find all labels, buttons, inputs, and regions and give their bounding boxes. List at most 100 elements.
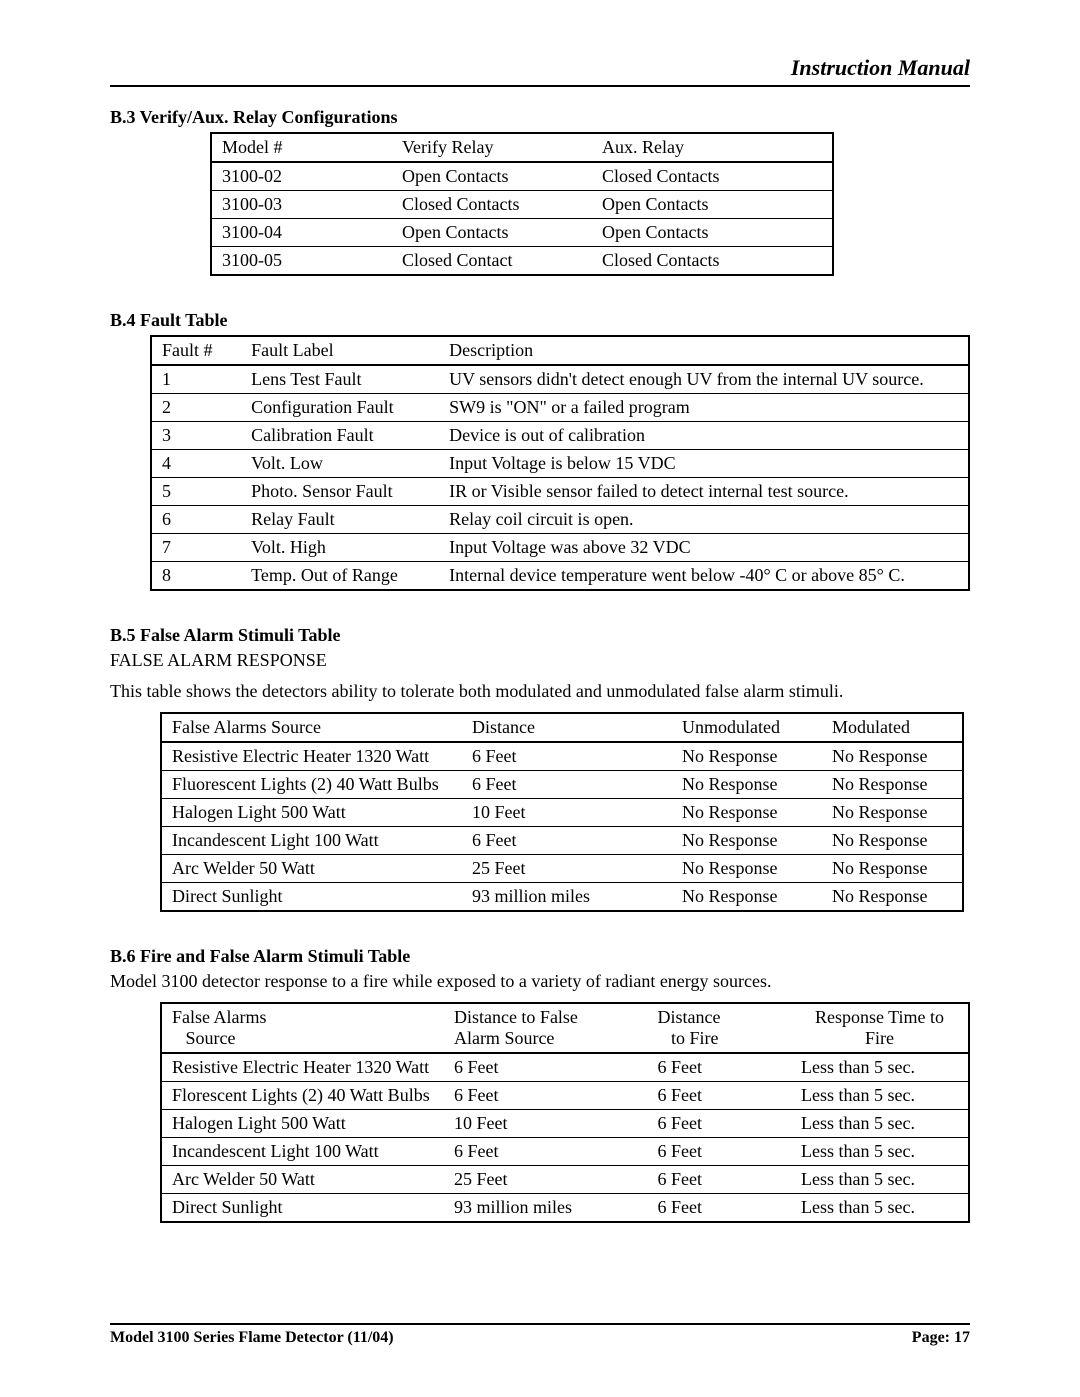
- heading-b5: B.5 False Alarm Stimuli Table: [110, 625, 970, 646]
- cell: Closed Contacts: [592, 247, 833, 276]
- cell: 6 Feet: [444, 1053, 648, 1082]
- cell: Incandescent Light 100 Watt: [161, 1138, 444, 1166]
- column-header: Distance to FalseAlarm Source: [444, 1003, 648, 1053]
- cell: 6: [151, 506, 241, 534]
- cell: 25 Feet: [444, 1166, 648, 1194]
- table-row: Fluorescent Lights (2) 40 Watt Bulbs6 Fe…: [161, 771, 963, 799]
- table-row: Arc Welder 50 Watt25 FeetNo ResponseNo R…: [161, 855, 963, 883]
- column-header: Unmodulated: [672, 713, 822, 742]
- column-header: Distance to Fire: [648, 1003, 791, 1053]
- column-header: Distance: [462, 713, 672, 742]
- cell: 3100-02: [211, 162, 392, 191]
- cell: Closed Contact: [392, 247, 592, 276]
- heading-b4: B.4 Fault Table: [110, 310, 970, 331]
- cell: Input Voltage was above 32 VDC: [439, 534, 969, 562]
- table-row: Florescent Lights (2) 40 Watt Bulbs6 Fee…: [161, 1082, 969, 1110]
- page-footer: Model 3100 Series Flame Detector (11/04)…: [110, 1323, 970, 1347]
- cell: IR or Visible sensor failed to detect in…: [439, 478, 969, 506]
- cell: 10 Feet: [444, 1110, 648, 1138]
- cell: Open Contacts: [592, 219, 833, 247]
- cell: Less than 5 sec.: [791, 1138, 969, 1166]
- column-header: Fault #: [151, 336, 241, 365]
- cell: Less than 5 sec.: [791, 1082, 969, 1110]
- table-row: 3100-04Open ContactsOpen Contacts: [211, 219, 833, 247]
- cell: Internal device temperature went below -…: [439, 562, 969, 591]
- cell: No Response: [672, 799, 822, 827]
- column-header: False Alarms Source: [161, 713, 462, 742]
- table-row: 5Photo. Sensor FaultIR or Visible sensor…: [151, 478, 969, 506]
- cell: Closed Contacts: [592, 162, 833, 191]
- cell: Lens Test Fault: [241, 365, 439, 394]
- cell: 10 Feet: [462, 799, 672, 827]
- cell: 3100-05: [211, 247, 392, 276]
- cell: 6 Feet: [648, 1082, 791, 1110]
- cell: 6 Feet: [648, 1166, 791, 1194]
- cell: Direct Sunlight: [161, 1194, 444, 1223]
- cell: 6 Feet: [462, 742, 672, 771]
- column-header: Aux. Relay: [592, 133, 833, 162]
- cell: Open Contacts: [392, 219, 592, 247]
- table-row: 8Temp. Out of RangeInternal device tempe…: [151, 562, 969, 591]
- cell: 3100-04: [211, 219, 392, 247]
- table-b5: False Alarms SourceDistanceUnmodulatedMo…: [160, 712, 964, 912]
- table-row: Incandescent Light 100 Watt6 Feet6 FeetL…: [161, 1138, 969, 1166]
- cell: Less than 5 sec.: [791, 1110, 969, 1138]
- table-row: Halogen Light 500 Watt10 FeetNo Response…: [161, 799, 963, 827]
- cell: Less than 5 sec.: [791, 1166, 969, 1194]
- cell: 7: [151, 534, 241, 562]
- cell: No Response: [822, 883, 963, 912]
- footer-left: Model 3100 Series Flame Detector (11/04): [110, 1329, 394, 1347]
- table-row: 3100-02Open ContactsClosed Contacts: [211, 162, 833, 191]
- cell: Halogen Light 500 Watt: [161, 1110, 444, 1138]
- cell: Arc Welder 50 Watt: [161, 1166, 444, 1194]
- cell: Temp. Out of Range: [241, 562, 439, 591]
- cell: Direct Sunlight: [161, 883, 462, 912]
- cell: Fluorescent Lights (2) 40 Watt Bulbs: [161, 771, 462, 799]
- cell: Relay coil circuit is open.: [439, 506, 969, 534]
- table-row: Resistive Electric Heater 1320 Watt6 Fee…: [161, 742, 963, 771]
- cell: No Response: [672, 742, 822, 771]
- table-row: 1Lens Test FaultUV sensors didn't detect…: [151, 365, 969, 394]
- table-row: 3100-05Closed ContactClosed Contacts: [211, 247, 833, 276]
- cell: Photo. Sensor Fault: [241, 478, 439, 506]
- cell: Volt. Low: [241, 450, 439, 478]
- table-row: 7Volt. HighInput Voltage was above 32 VD…: [151, 534, 969, 562]
- cell: Input Voltage is below 15 VDC: [439, 450, 969, 478]
- desc-b5: This table shows the detectors ability t…: [110, 681, 970, 702]
- table-b3: Model #Verify RelayAux. Relay3100-02Open…: [210, 132, 834, 276]
- table-row: Incandescent Light 100 Watt6 FeetNo Resp…: [161, 827, 963, 855]
- heading-b6: B.6 Fire and False Alarm Stimuli Table: [110, 946, 970, 967]
- cell: Arc Welder 50 Watt: [161, 855, 462, 883]
- cell: Relay Fault: [241, 506, 439, 534]
- page-header: Instruction Manual: [110, 55, 970, 87]
- subtitle-b5: FALSE ALARM RESPONSE: [110, 650, 970, 671]
- cell: No Response: [822, 799, 963, 827]
- header-title: Instruction Manual: [791, 55, 970, 80]
- cell: Configuration Fault: [241, 394, 439, 422]
- cell: Closed Contacts: [392, 191, 592, 219]
- cell: 6 Feet: [648, 1138, 791, 1166]
- cell: Resistive Electric Heater 1320 Watt: [161, 742, 462, 771]
- page: Instruction Manual B.3 Verify/Aux. Relay…: [0, 0, 1080, 1397]
- cell: 4: [151, 450, 241, 478]
- cell: No Response: [672, 855, 822, 883]
- cell: Incandescent Light 100 Watt: [161, 827, 462, 855]
- cell: No Response: [672, 771, 822, 799]
- cell: Calibration Fault: [241, 422, 439, 450]
- cell: Less than 5 sec.: [791, 1053, 969, 1082]
- cell: Resistive Electric Heater 1320 Watt: [161, 1053, 444, 1082]
- cell: 6 Feet: [462, 827, 672, 855]
- cell: 8: [151, 562, 241, 591]
- cell: 1: [151, 365, 241, 394]
- cell: 6 Feet: [648, 1053, 791, 1082]
- cell: 5: [151, 478, 241, 506]
- table-row: 3Calibration FaultDevice is out of calib…: [151, 422, 969, 450]
- table-b6: False Alarms SourceDistance to FalseAlar…: [160, 1002, 970, 1223]
- cell: 6 Feet: [444, 1138, 648, 1166]
- table-row: Direct Sunlight93 million milesNo Respon…: [161, 883, 963, 912]
- table-row: Halogen Light 500 Watt10 Feet6 FeetLess …: [161, 1110, 969, 1138]
- cell: Halogen Light 500 Watt: [161, 799, 462, 827]
- cell: 25 Feet: [462, 855, 672, 883]
- cell: UV sensors didn't detect enough UV from …: [439, 365, 969, 394]
- cell: Device is out of calibration: [439, 422, 969, 450]
